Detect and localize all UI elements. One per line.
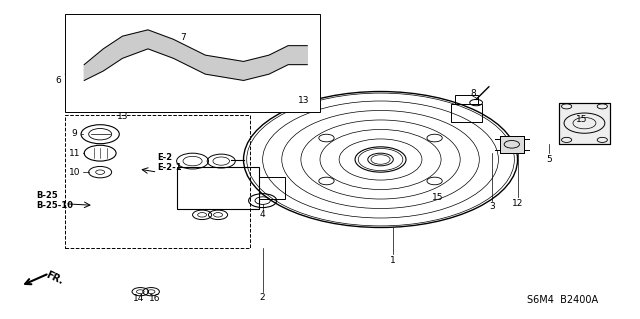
Bar [451,104,483,122]
Text: 14: 14 [132,293,144,302]
Text: 16: 16 [148,293,160,302]
Text: 15: 15 [575,115,587,124]
Text: 10: 10 [69,168,81,177]
Text: 3: 3 [489,203,495,211]
Text: B-25
B-25-10: B-25 B-25-10 [36,191,74,210]
Text: E-2
E-2-1: E-2 E-2-1 [157,153,182,172]
Text: 5: 5 [547,155,552,164]
Bar [65,115,250,248]
Polygon shape [84,30,307,80]
Text: 9: 9 [72,129,77,138]
Text: 15: 15 [432,193,444,202]
Bar [500,136,524,153]
Text: 6: 6 [56,76,61,85]
Text: 11: 11 [69,149,81,158]
Bar [500,136,524,153]
Text: 4: 4 [260,210,266,219]
Bar [284,49,299,61]
Bar [559,103,610,144]
Text: 13: 13 [298,97,310,106]
Text: 7: 7 [180,33,186,42]
Text: S6M4  B2400A: S6M4 B2400A [527,295,598,305]
Bar [559,103,610,144]
Text: 8: 8 [470,89,476,98]
Bar [99,54,114,66]
Bar [177,167,259,209]
Bar [65,14,320,112]
Text: 13: 13 [116,112,128,121]
Text: FR.: FR. [45,270,65,286]
Bar [455,95,478,104]
Text: 12: 12 [512,199,524,208]
Text: 1: 1 [390,256,396,265]
Bar [259,177,285,199]
Text: 2: 2 [260,293,266,301]
